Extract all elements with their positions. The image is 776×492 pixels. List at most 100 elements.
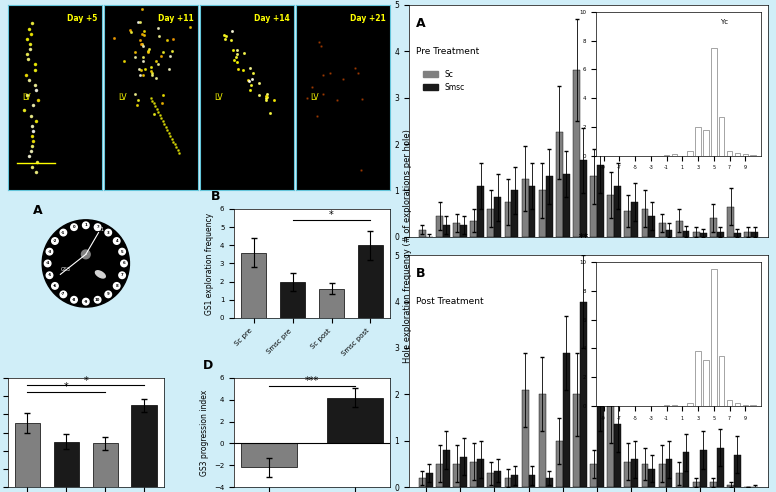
Circle shape bbox=[81, 250, 90, 259]
Text: *: * bbox=[84, 376, 88, 386]
Circle shape bbox=[71, 224, 78, 230]
Text: -2: -2 bbox=[53, 239, 57, 243]
Circle shape bbox=[82, 298, 89, 305]
Text: B: B bbox=[416, 267, 425, 280]
Bar bbox=[319, 289, 345, 318]
Bar bbox=[642, 464, 649, 487]
Bar bbox=[614, 185, 621, 237]
Bar bbox=[751, 232, 758, 237]
Text: 5: 5 bbox=[121, 249, 123, 254]
Bar bbox=[511, 190, 518, 237]
Bar bbox=[563, 353, 570, 487]
Bar bbox=[580, 302, 587, 487]
Bar bbox=[573, 70, 580, 237]
Bar bbox=[666, 459, 672, 487]
Text: Day +14: Day +14 bbox=[254, 14, 289, 23]
Bar bbox=[563, 174, 570, 237]
Circle shape bbox=[42, 220, 130, 307]
Bar bbox=[597, 395, 604, 487]
Circle shape bbox=[119, 272, 126, 278]
Bar bbox=[608, 195, 614, 237]
Bar bbox=[241, 443, 297, 467]
Ellipse shape bbox=[95, 271, 106, 278]
Text: 2: 2 bbox=[96, 225, 99, 229]
Text: 3: 3 bbox=[107, 231, 109, 235]
Text: B: B bbox=[211, 190, 220, 203]
Bar bbox=[443, 450, 450, 487]
Bar bbox=[710, 218, 717, 237]
Bar bbox=[666, 230, 672, 237]
Bar bbox=[546, 478, 553, 487]
Circle shape bbox=[82, 222, 89, 229]
Bar bbox=[608, 406, 614, 487]
Text: 0: 0 bbox=[73, 225, 75, 229]
Text: A: A bbox=[416, 17, 425, 30]
Text: D: D bbox=[203, 359, 213, 372]
Bar bbox=[241, 252, 266, 318]
Bar bbox=[591, 464, 597, 487]
Bar bbox=[521, 390, 528, 487]
Circle shape bbox=[105, 229, 112, 236]
Bar bbox=[470, 461, 477, 487]
Text: Day +11: Day +11 bbox=[158, 14, 193, 23]
Text: -5: -5 bbox=[47, 273, 52, 277]
Text: GS3: GS3 bbox=[61, 268, 71, 273]
Bar bbox=[92, 443, 118, 487]
Bar bbox=[727, 207, 734, 237]
Bar bbox=[591, 177, 597, 237]
Circle shape bbox=[113, 282, 120, 289]
Circle shape bbox=[47, 272, 53, 278]
Bar bbox=[460, 225, 467, 237]
Bar bbox=[614, 425, 621, 487]
Bar bbox=[453, 223, 460, 237]
Text: Hole exploration frequency (# of explorations per hole): Hole exploration frequency (# of explora… bbox=[403, 129, 412, 363]
Text: ***: *** bbox=[305, 376, 319, 386]
Bar bbox=[632, 459, 638, 487]
Text: 7: 7 bbox=[121, 273, 123, 277]
Bar bbox=[632, 202, 638, 237]
Bar bbox=[477, 185, 484, 237]
Bar bbox=[556, 441, 563, 487]
Bar bbox=[528, 475, 535, 487]
Text: A: A bbox=[33, 204, 43, 217]
Text: LV: LV bbox=[118, 93, 126, 102]
Bar bbox=[54, 442, 79, 487]
Bar bbox=[693, 483, 700, 487]
Bar bbox=[358, 246, 383, 318]
Bar bbox=[597, 165, 604, 237]
Bar bbox=[15, 424, 40, 487]
Bar bbox=[436, 216, 443, 237]
Bar bbox=[494, 197, 501, 237]
Text: *: * bbox=[64, 382, 69, 392]
Bar bbox=[460, 457, 467, 487]
Text: -3: -3 bbox=[47, 249, 52, 254]
Bar bbox=[676, 220, 683, 237]
Bar bbox=[642, 209, 649, 237]
Bar bbox=[683, 231, 690, 237]
Circle shape bbox=[95, 224, 101, 230]
Bar bbox=[280, 281, 305, 318]
Circle shape bbox=[121, 260, 127, 267]
Text: Post Treatment: Post Treatment bbox=[416, 297, 483, 306]
Circle shape bbox=[52, 282, 58, 289]
Text: 4: 4 bbox=[116, 239, 118, 243]
Text: Day +21: Day +21 bbox=[350, 14, 386, 23]
Bar bbox=[477, 459, 484, 487]
Text: 10: 10 bbox=[95, 298, 100, 302]
Bar bbox=[659, 464, 666, 487]
Bar bbox=[453, 464, 460, 487]
Text: Day +5: Day +5 bbox=[67, 14, 97, 23]
Text: 1: 1 bbox=[85, 223, 87, 227]
Bar bbox=[683, 452, 690, 487]
Text: -8: -8 bbox=[72, 298, 76, 302]
Y-axis label: GS1 exploration frequency: GS1 exploration frequency bbox=[206, 213, 214, 314]
Text: LV: LV bbox=[214, 93, 223, 102]
Text: **: ** bbox=[578, 233, 588, 244]
Text: -9: -9 bbox=[84, 300, 88, 304]
Bar bbox=[494, 471, 501, 487]
Bar bbox=[649, 468, 655, 487]
Text: -4: -4 bbox=[46, 261, 50, 266]
Bar bbox=[625, 211, 632, 237]
Text: 9: 9 bbox=[107, 292, 109, 296]
Legend: Sc, Smsc: Sc, Smsc bbox=[420, 67, 467, 94]
